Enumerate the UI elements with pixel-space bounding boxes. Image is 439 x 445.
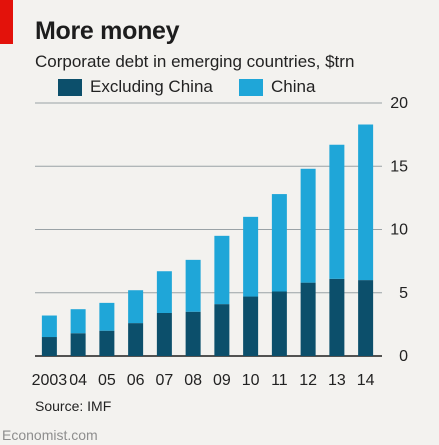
- legend-label-excluding-china: Excluding China: [90, 77, 213, 96]
- bar-china: [271, 194, 287, 292]
- x-tick-label: 2003: [32, 372, 68, 389]
- chart-subtitle: Corporate debt in emerging countries, $t…: [35, 52, 355, 71]
- x-tick-label: 06: [127, 372, 145, 389]
- x-tick-label: 11: [271, 372, 288, 389]
- bar-excluding-china: [300, 282, 316, 356]
- bar-china: [41, 315, 57, 338]
- bar-china: [128, 290, 144, 324]
- y-tick-label: 5: [399, 285, 408, 302]
- x-tick-label: 09: [213, 372, 231, 389]
- bar-excluding-china: [128, 323, 144, 356]
- legend-item-excluding-china: Excluding China: [58, 77, 213, 97]
- x-tick-label: 13: [328, 372, 346, 389]
- bar-excluding-china: [41, 337, 57, 356]
- bar-china: [99, 302, 115, 331]
- bar-china: [214, 235, 230, 305]
- bar-excluding-china: [214, 304, 230, 356]
- y-tick-label: 0: [399, 348, 408, 365]
- bar-excluding-china: [243, 296, 259, 356]
- chart-title: More money: [35, 17, 180, 45]
- y-tick-label: 20: [390, 95, 408, 112]
- bar-excluding-china: [185, 311, 201, 356]
- x-tick-label: 10: [242, 372, 260, 389]
- x-tick-label: 08: [184, 372, 202, 389]
- legend-item-china: China: [239, 77, 315, 97]
- brand-credit: Economist.com: [2, 427, 98, 443]
- legend-swatch-china: [239, 78, 263, 96]
- source-note: Source: IMF: [35, 398, 112, 414]
- bar-china: [156, 271, 172, 313]
- bar-china: [300, 168, 316, 283]
- x-tick-label: 04: [69, 372, 87, 389]
- bar-excluding-china: [358, 280, 374, 356]
- legend-swatch-excluding-china: [58, 78, 82, 96]
- y-tick-label: 15: [390, 158, 408, 175]
- y-tick-label: 10: [390, 222, 408, 239]
- bar-china: [329, 144, 345, 279]
- bar-china: [70, 309, 86, 334]
- x-tick-label: 12: [299, 372, 317, 389]
- bar-china: [358, 124, 374, 281]
- x-tick-label: 05: [98, 372, 116, 389]
- bar-excluding-china: [99, 330, 115, 356]
- x-tick-label: 07: [155, 372, 173, 389]
- bar-excluding-china: [156, 312, 172, 356]
- bar-china: [243, 216, 259, 297]
- legend-label-china: China: [271, 77, 316, 96]
- x-tick-label: 14: [357, 372, 375, 389]
- bar-excluding-china: [70, 333, 86, 356]
- bar-china: [185, 259, 201, 312]
- bar-excluding-china: [329, 278, 345, 356]
- brand-red-tab: [0, 0, 13, 44]
- bar-excluding-china: [271, 291, 287, 356]
